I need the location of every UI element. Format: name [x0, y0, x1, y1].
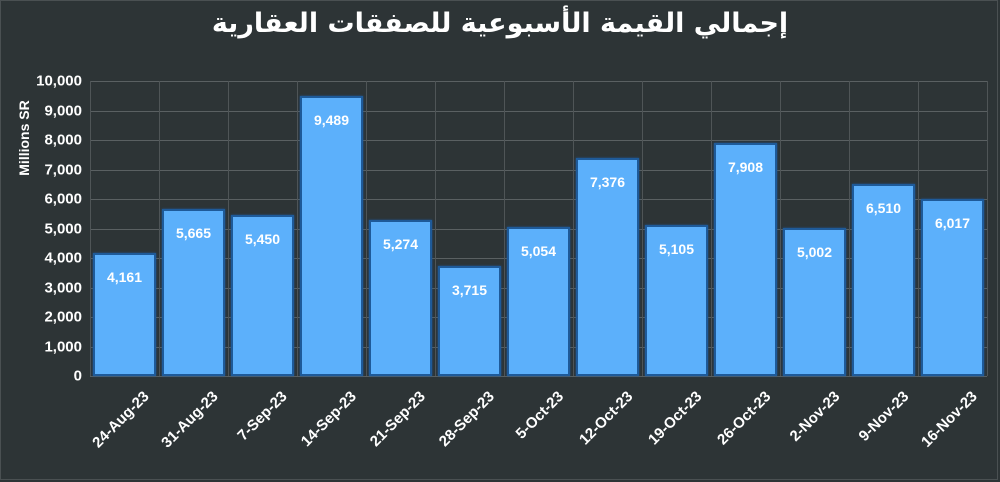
gridline-horizontal [90, 199, 987, 200]
bar: 5,450 [231, 215, 294, 376]
bar-value-label: 5,274 [382, 236, 419, 253]
bar: 5,665 [162, 208, 225, 376]
bar: 5,002 [783, 228, 846, 376]
gridline-vertical [918, 81, 919, 376]
y-tick-label: 0 [73, 367, 82, 385]
bar-value-label: 5,450 [244, 231, 281, 248]
bar: 5,105 [645, 225, 708, 376]
bar-value-label: 5,002 [796, 244, 833, 261]
bar: 5,054 [507, 226, 570, 376]
gridline-vertical [90, 81, 91, 376]
bar-value-label: 9,489 [313, 112, 350, 129]
bar: 3,715 [438, 266, 501, 376]
y-tick-label: 3,000 [44, 279, 82, 296]
bar: 6,017 [921, 198, 984, 376]
y-tick-label: 1,000 [44, 338, 82, 355]
gridline-horizontal [90, 110, 987, 112]
bar: 7,376 [576, 158, 639, 376]
y-tick-label: 8,000 [44, 131, 82, 149]
gridline-horizontal [90, 376, 987, 377]
gridline-vertical [366, 81, 367, 376]
gridline-vertical [159, 81, 160, 376]
y-tick-label: 6,000 [44, 190, 82, 208]
bar: 9,489 [300, 96, 363, 376]
bar-value-label: 6,017 [934, 214, 971, 231]
gridline-vertical [987, 81, 988, 376]
y-tick-label: 10,000 [36, 72, 82, 90]
gridline-vertical [297, 81, 298, 376]
gridline-vertical [711, 81, 712, 376]
bar-value-label: 6,510 [865, 199, 902, 216]
gridline-vertical [504, 81, 505, 376]
bar: 4,161 [93, 253, 156, 376]
gridline-vertical [573, 81, 574, 376]
gridline-vertical [435, 81, 436, 376]
bar-value-label: 7,376 [589, 174, 626, 191]
bar-value-label: 3,715 [451, 282, 488, 299]
plot-area: 4,161 5,665 5,450 9,489 5,274 3,715 5,054 7,376… [90, 81, 988, 377]
bar-value-label: 4,161 [106, 269, 143, 286]
bar-value-label: 5,105 [658, 241, 695, 258]
bar: 6,510 [852, 183, 915, 376]
bar-value-label: 5,054 [520, 242, 557, 259]
y-tick-label: 5,000 [44, 220, 82, 237]
gridline-vertical [642, 81, 643, 376]
gridline-horizontal [90, 140, 987, 141]
y-tick-label: 7,000 [44, 161, 82, 178]
chart-title: إجمالي القيمة الأسبوعية للصفقات العقارية [211, 8, 789, 39]
gridline-horizontal [90, 169, 987, 171]
gridline-vertical [228, 81, 229, 376]
gridline-horizontal [90, 81, 987, 82]
bar-value-label: 7,908 [727, 158, 764, 175]
bar-value-label: 5,665 [175, 224, 212, 241]
y-tick-label: 2,000 [44, 308, 82, 326]
bar: 7,908 [714, 142, 777, 376]
bar: 5,274 [369, 220, 432, 376]
gridline-vertical [780, 81, 781, 376]
y-tick-label: 9,000 [44, 102, 82, 119]
y-tick-label: 4,000 [44, 249, 82, 267]
gridline-vertical [849, 81, 850, 376]
